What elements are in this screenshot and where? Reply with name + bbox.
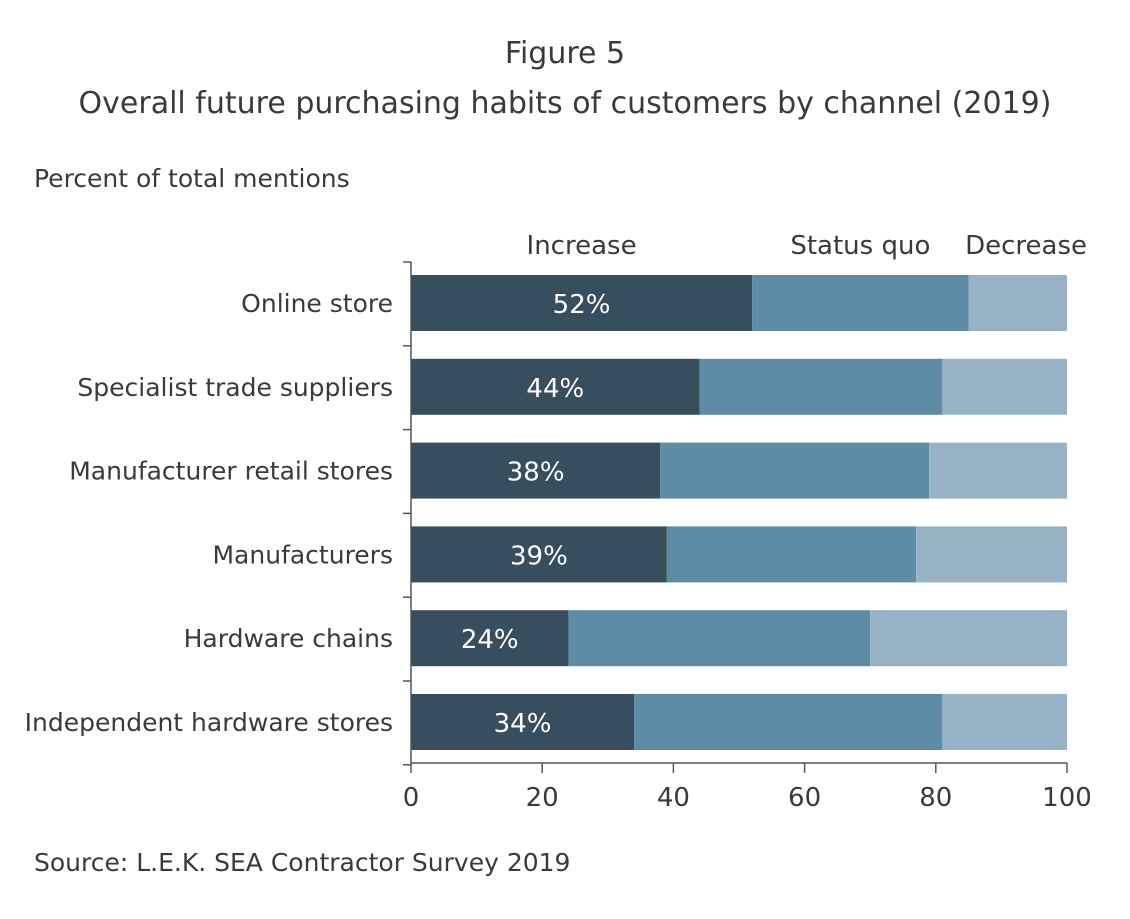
bar-segment-decrease [870,610,1067,667]
category-label: Online store [241,289,393,318]
bar-segment-decrease [929,442,1067,499]
data-label: 44% [526,374,584,404]
legend-entry-decrease: Decrease [965,231,1087,261]
category-label: Independent hardware stores [25,708,393,737]
bar-segment-decrease [942,358,1067,415]
data-label: 39% [510,541,568,571]
data-label: 52% [553,290,611,320]
legend-entry-increase: Increase [527,231,637,261]
category-label: Hardware chains [184,624,393,653]
bar-segment-decrease [916,526,1067,583]
bar-segment-status-quo [660,442,930,499]
bar-segment-increase [411,442,661,499]
bar-segment-status-quo [666,526,917,583]
x-tick-label: 60 [788,783,821,813]
bar-segment-increase [411,358,700,415]
chart-title: Overall future purchasing habits of cust… [78,86,1052,121]
data-label: 38% [507,458,565,488]
category-label: Manufacturer retail stores [69,457,393,486]
figure-label: Figure 5 [504,36,626,71]
data-label: 34% [494,709,552,739]
source-note: Source: L.E.K. SEA Contractor Survey 201… [34,848,571,877]
bar-segment-decrease [942,694,1067,750]
x-tick-label: 80 [919,783,952,813]
bar-segment-increase [411,610,569,667]
legend-entry-status-quo: Status quo [790,231,930,261]
axis-label: Percent of total mentions [34,164,350,193]
bar-segment-increase [411,275,753,331]
bar-segment-status-quo [699,358,943,415]
x-tick-label: 20 [526,783,559,813]
bar-segment-status-quo [634,694,943,750]
x-tick-label: 0 [403,783,420,813]
category-label: Manufacturers [212,540,393,569]
x-tick-label: 100 [1042,783,1092,813]
bar-segment-status-quo [568,610,871,667]
bar-segment-increase [411,694,635,750]
bar-segment-status-quo [752,275,969,331]
data-label: 24% [461,625,519,655]
category-label: Specialist trade suppliers [77,373,393,402]
bar-segment-decrease [968,275,1067,331]
x-tick-label: 40 [657,783,690,813]
bar-segment-increase [411,526,667,583]
